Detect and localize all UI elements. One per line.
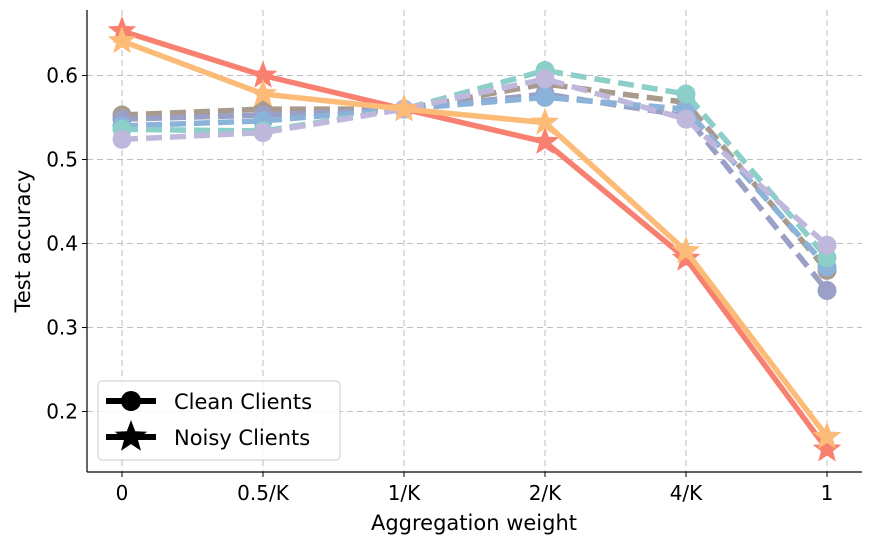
clean-client-series xyxy=(112,69,837,255)
series-line xyxy=(121,91,830,293)
data-point-circle xyxy=(817,235,837,255)
series-line xyxy=(121,81,830,273)
data-point-star xyxy=(812,421,842,449)
legend-clean-label: Clean Clients xyxy=(174,390,312,414)
series-line xyxy=(121,67,830,260)
axes xyxy=(86,10,862,473)
y-tick-label: 0.6 xyxy=(46,64,78,88)
legend-box xyxy=(97,380,341,461)
series-layer xyxy=(107,16,842,462)
legend-clean-marker xyxy=(121,391,141,411)
x-tick-label: 0.5/K xyxy=(237,481,290,505)
clean-client-series xyxy=(112,74,837,280)
x-tick-label: 4/K xyxy=(670,481,703,505)
noisy-client-series xyxy=(107,26,842,449)
legend: Clean Clients Noisy Clients xyxy=(97,380,341,461)
data-point-star xyxy=(812,434,842,462)
series-line xyxy=(121,28,830,451)
data-point-circle xyxy=(676,109,696,129)
x-tick-label: 2/K xyxy=(529,481,562,505)
data-point-circle xyxy=(817,281,837,301)
x-tick-label: 1 xyxy=(821,481,834,505)
data-point-star xyxy=(248,79,278,107)
y-tick-label: 0.3 xyxy=(46,316,78,340)
y-tick-labels: 0.2 0.3 0.4 0.5 0.6 xyxy=(46,64,87,424)
data-point-star xyxy=(248,60,278,88)
y-tick-label: 0.2 xyxy=(46,400,78,424)
data-point-circle xyxy=(112,129,132,149)
data-point-star xyxy=(107,26,137,54)
data-point-star xyxy=(389,94,419,122)
data-point-star xyxy=(530,126,560,154)
data-point-star xyxy=(671,236,701,264)
data-point-star xyxy=(530,107,560,135)
y-tick-label: 0.5 xyxy=(46,148,78,172)
series-line xyxy=(121,94,830,269)
x-tick-label: 0 xyxy=(116,481,129,505)
x-tick-labels: 0 0.5/K 1/K 2/K 4/K 1 xyxy=(116,472,834,505)
legend-noisy-label: Noisy Clients xyxy=(174,426,310,450)
series-line xyxy=(121,38,830,439)
data-point-circle xyxy=(253,123,273,143)
x-axis-title: Aggregation weight xyxy=(371,511,577,535)
data-point-circle xyxy=(535,69,555,89)
data-point-circle xyxy=(535,87,555,107)
x-tick-label: 1/K xyxy=(388,481,421,505)
series-line xyxy=(121,76,829,248)
legend-noisy-marker xyxy=(114,420,148,451)
data-point-circle xyxy=(676,84,696,104)
y-tick-label: 0.4 xyxy=(46,232,78,256)
y-axis-title: Test accuracy xyxy=(11,170,35,314)
